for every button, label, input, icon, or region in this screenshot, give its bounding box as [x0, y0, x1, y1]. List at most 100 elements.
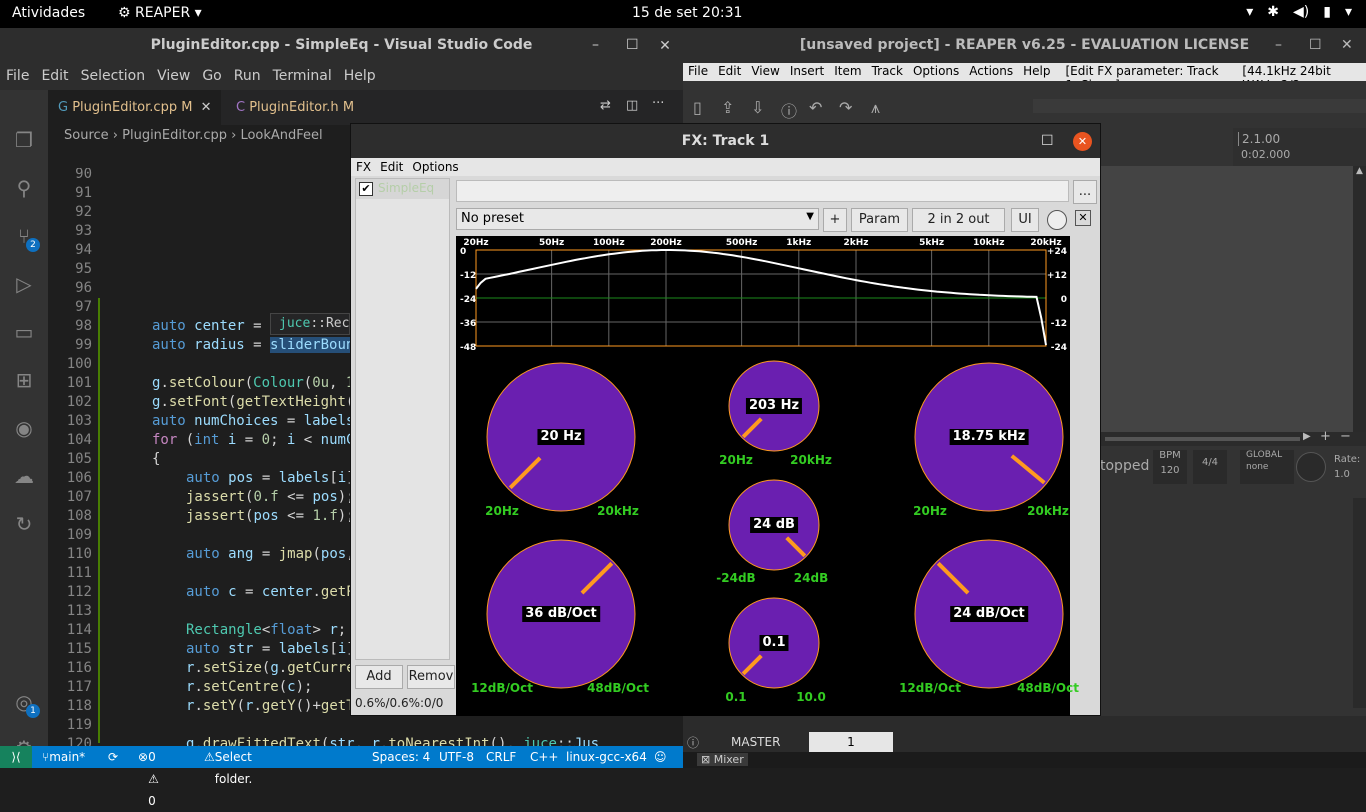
tab-close-icon[interactable]: ✕: [200, 100, 212, 115]
ruler[interactable]: 2.1.00 0:02.000: [1233, 128, 1366, 166]
maximize-icon[interactable]: ☐: [626, 37, 639, 53]
remove-fx-button[interactable]: Remov: [407, 665, 455, 689]
language-status[interactable]: C++: [530, 750, 559, 764]
bypass-icon[interactable]: ✕: [1075, 210, 1091, 226]
knob-range-min: -24dB: [716, 571, 756, 585]
add-fx-button[interactable]: Add: [355, 665, 403, 689]
close-icon[interactable]: ✕: [1341, 37, 1353, 53]
remote-indicator-icon[interactable]: ⟩⟨: [0, 746, 32, 768]
wet-knob[interactable]: [1047, 210, 1067, 230]
indentation-status[interactable]: Spaces: 4: [372, 750, 431, 764]
run-debug-icon[interactable]: ▷: [16, 272, 32, 296]
menu-options[interactable]: Options: [912, 64, 960, 78]
problems-status[interactable]: ⊗ 0 ⚠ 0: [138, 746, 159, 808]
menu-terminal[interactable]: Terminal: [272, 68, 332, 84]
cmake-status[interactable]: ⚠ Select folder.: [204, 746, 252, 786]
time-signature[interactable]: 4/4: [1193, 450, 1227, 484]
split-editor-icon[interactable]: ◫: [626, 98, 639, 113]
tab-plugineditor-cpp[interactable]: G PluginEditor.cpp M ✕: [48, 90, 222, 125]
vertical-scrollbar[interactable]: ▲: [1353, 166, 1366, 436]
global-auto-box[interactable]: GLOBAL none: [1240, 450, 1294, 484]
branch-status[interactable]: ⑂ main*: [42, 746, 85, 768]
maximize-icon[interactable]: ☐: [1041, 133, 1054, 149]
breadcrumb-file[interactable]: PluginEditor.cpp: [122, 128, 227, 143]
add-preset-button[interactable]: +: [823, 208, 847, 232]
code-editor[interactable]: 90 91 92 93 94 95 96 97 98 99 100 101 10…: [48, 168, 683, 746]
mixer-scrollbar[interactable]: [1353, 498, 1366, 708]
close-icon[interactable]: ✕: [659, 38, 671, 54]
metronome-icon[interactable]: ⩚: [871, 98, 881, 117]
menu-actions[interactable]: Actions: [969, 64, 1014, 78]
fx-menu-fx[interactable]: FX: [356, 160, 372, 174]
undo-icon[interactable]: ↶: [809, 98, 823, 117]
new-project-icon[interactable]: ▯: [693, 98, 702, 117]
param-button[interactable]: Param: [851, 208, 908, 232]
menu-item[interactable]: Item: [834, 64, 862, 78]
breadcrumb-folder[interactable]: Source: [64, 128, 109, 143]
master-track-number[interactable]: 1: [809, 732, 893, 752]
fx-menu-edit[interactable]: Edit: [380, 160, 404, 174]
redo-icon[interactable]: ↷: [839, 98, 853, 117]
clock[interactable]: 15 de set 20:31: [632, 5, 743, 21]
horizontal-scrollbar[interactable]: ▶ + −: [1100, 429, 1366, 446]
menu-view[interactable]: View: [157, 68, 191, 84]
menu-file[interactable]: File: [6, 68, 30, 84]
preset-select[interactable]: No preset ▼: [456, 208, 819, 230]
menu-edit[interactable]: Edit: [41, 68, 69, 84]
track-area[interactable]: [1100, 166, 1353, 436]
explorer-icon[interactable]: ❐: [15, 128, 33, 152]
ui-button[interactable]: UI: [1011, 208, 1039, 232]
minimize-icon[interactable]: –: [1275, 37, 1282, 53]
search-icon[interactable]: ⚲: [16, 176, 32, 200]
fx-param-display: [456, 180, 1069, 202]
fx-list-item[interactable]: ✔ SimpleEq: [356, 179, 449, 199]
breadcrumb-symbol[interactable]: LookAndFeel: [240, 128, 323, 143]
feedback-icon[interactable]: ☺: [654, 750, 667, 764]
menu-file[interactable]: File: [688, 64, 709, 78]
menu-insert[interactable]: Insert: [789, 64, 825, 78]
close-icon[interactable]: ✕: [1073, 132, 1092, 151]
save-project-icon[interactable]: ⇩: [751, 98, 765, 117]
timeline-scrollbar[interactable]: [1033, 99, 1366, 113]
menu-help[interactable]: Help: [343, 68, 376, 84]
io-button[interactable]: 2 in 2 out: [912, 208, 1005, 232]
open-project-icon[interactable]: ⇪: [721, 98, 735, 117]
mixer-tab[interactable]: ⊠ Mixer: [697, 753, 748, 766]
maximize-icon[interactable]: ☐: [1309, 37, 1322, 53]
fx-menu-options[interactable]: Options: [412, 160, 459, 174]
remote-explorer-icon[interactable]: ▭: [14, 320, 34, 344]
menu-view[interactable]: View: [751, 64, 780, 78]
sync-icon[interactable]: ⟳: [108, 750, 119, 764]
more-actions-icon[interactable]: ···: [652, 96, 665, 111]
extensions-icon[interactable]: ⊞: [15, 368, 33, 392]
rate-knob[interactable]: [1296, 452, 1326, 482]
menu-go[interactable]: Go: [202, 68, 222, 84]
eol-status[interactable]: CRLF: [486, 750, 517, 764]
menu-selection[interactable]: Selection: [80, 68, 146, 84]
app-menu[interactable]: ⚙ REAPER ▾: [118, 5, 202, 21]
encoding-status[interactable]: UTF-8: [439, 750, 474, 764]
github-icon[interactable]: ◉: [15, 416, 33, 440]
menu-help[interactable]: Help: [1023, 64, 1051, 78]
cpp-config-status[interactable]: linux-gcc-x64: [566, 750, 647, 764]
live-share-icon[interactable]: ↻: [15, 512, 33, 536]
activities-button[interactable]: Atividades: [12, 5, 86, 21]
info-icon[interactable]: ⓘ: [687, 736, 700, 750]
knob-range-max: 10.0: [796, 690, 826, 704]
more-button[interactable]: ...: [1073, 180, 1097, 204]
tab-plugineditor-h[interactable]: C PluginEditor.h M: [226, 90, 364, 125]
minimize-icon[interactable]: –: [592, 37, 599, 53]
docker-icon[interactable]: ☁: [14, 464, 34, 488]
project-settings-icon[interactable]: ⓘ: [781, 102, 798, 121]
bpm-box[interactable]: BPM 120: [1153, 450, 1187, 484]
menu-track[interactable]: Track: [871, 64, 903, 78]
menu-run[interactable]: Run: [233, 68, 261, 84]
zoom-out-icon[interactable]: −: [1340, 429, 1351, 444]
zoom-in-icon[interactable]: +: [1320, 429, 1331, 444]
system-tray[interactable]: ▾ ✱ ◀) ▮ ▾: [1246, 4, 1352, 20]
freq-label: 100Hz: [593, 238, 625, 248]
play-from-icon[interactable]: ▶: [1303, 431, 1311, 442]
compare-icon[interactable]: ⇄: [600, 98, 611, 113]
menu-edit[interactable]: Edit: [718, 64, 742, 78]
fx-enabled-checkbox[interactable]: ✔: [359, 182, 373, 196]
